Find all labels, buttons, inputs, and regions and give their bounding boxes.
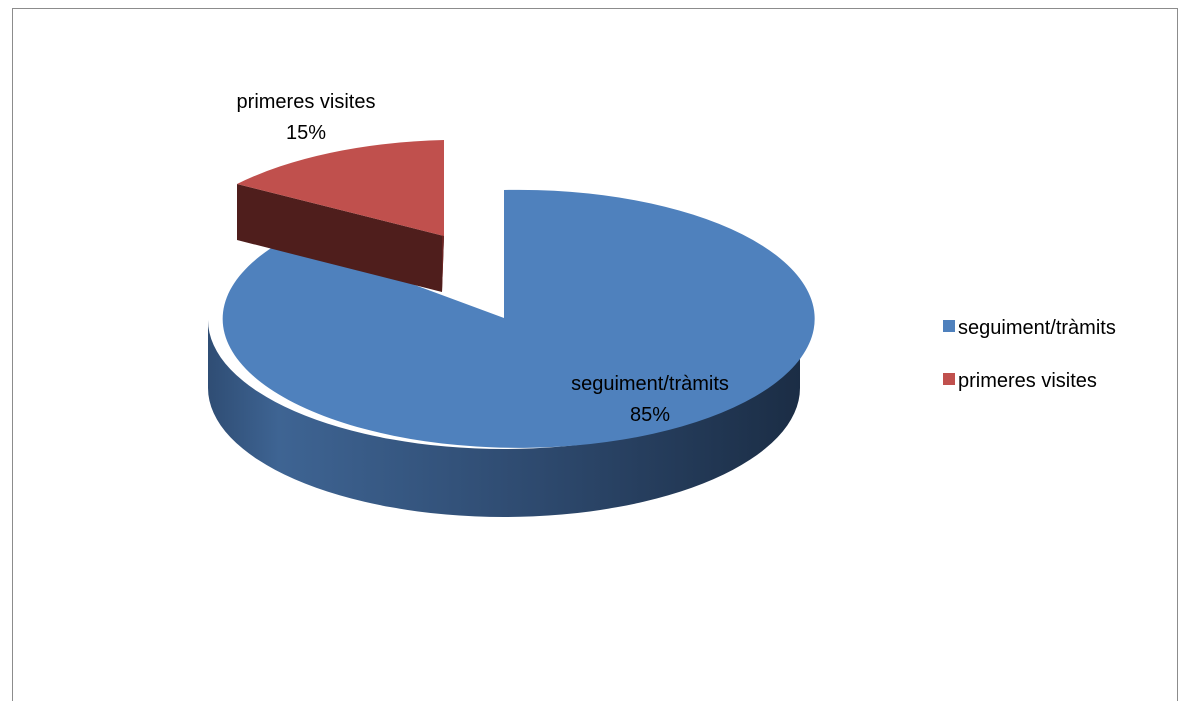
legend-label-primeres: primeres visites bbox=[958, 370, 1097, 392]
label-seguiment-name: seguiment/tràmits bbox=[571, 373, 729, 395]
legend-swatch-primeres bbox=[943, 373, 955, 385]
legend-swatch-seguiment bbox=[943, 320, 955, 332]
slice-primeres bbox=[237, 140, 444, 236]
legend: seguiment/tràmits primeres visites bbox=[943, 317, 1116, 392]
slice-seguiment bbox=[222, 189, 815, 448]
legend-label-seguiment: seguiment/tràmits bbox=[958, 317, 1116, 339]
label-seguiment-value: 85% bbox=[630, 404, 670, 426]
label-primeres-value: 15% bbox=[286, 122, 326, 144]
slice-primeres-side bbox=[237, 184, 444, 292]
label-primeres-name: primeres visites bbox=[237, 91, 376, 113]
slice-seguiment-side bbox=[208, 320, 800, 517]
